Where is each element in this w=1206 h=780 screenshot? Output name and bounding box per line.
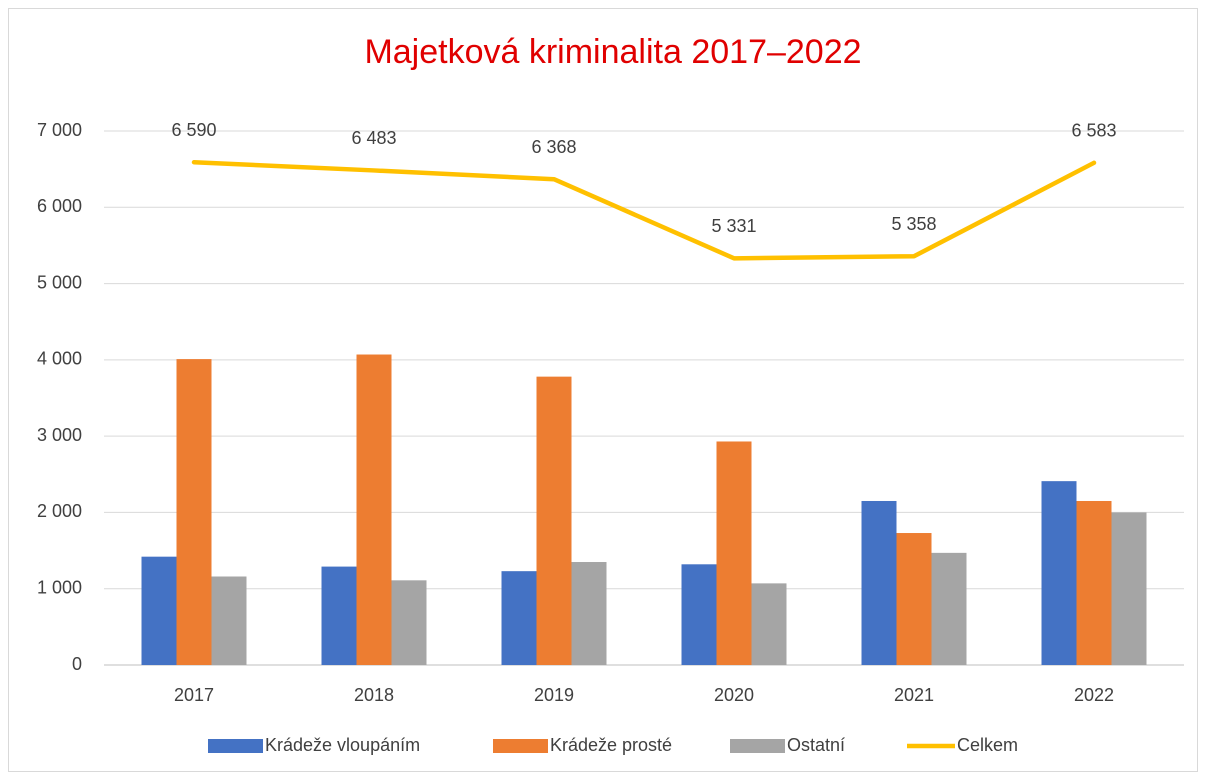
x-tick-label: 2017 xyxy=(174,685,214,705)
legend-label: Ostatní xyxy=(787,735,845,755)
y-tick-label: 2 000 xyxy=(37,501,82,521)
legend-label: Krádeže vloupáním xyxy=(265,735,420,755)
bar xyxy=(896,533,932,665)
line-series xyxy=(191,160,1097,261)
bar xyxy=(501,571,537,665)
chart-title: Majetková kriminalita 2017–2022 xyxy=(364,33,861,71)
data-label: 5 358 xyxy=(891,214,936,234)
legend-swatch xyxy=(208,739,263,753)
legend-swatch xyxy=(730,739,785,753)
bar xyxy=(211,576,247,665)
x-tick-label: 2018 xyxy=(354,685,394,705)
bar xyxy=(1111,512,1147,665)
bar xyxy=(1076,500,1112,665)
bar xyxy=(176,359,212,665)
bar xyxy=(141,556,177,665)
y-tick-label: 4 000 xyxy=(37,349,82,369)
legend-label: Celkem xyxy=(957,735,1018,755)
data-label: 6 590 xyxy=(171,120,216,140)
x-tick-label: 2022 xyxy=(1074,685,1114,705)
legend-swatch xyxy=(493,739,548,753)
bar xyxy=(356,354,392,665)
bar xyxy=(931,552,967,665)
x-tick-label: 2021 xyxy=(894,685,934,705)
bar xyxy=(1041,481,1077,665)
y-tick-label: 0 xyxy=(72,654,82,674)
bar xyxy=(321,566,357,665)
data-label: 6 583 xyxy=(1071,121,1116,141)
y-tick-label: 1 000 xyxy=(37,577,82,597)
data-label: 5 331 xyxy=(711,216,756,236)
y-tick-label: 3 000 xyxy=(37,425,82,445)
bar xyxy=(751,583,787,665)
y-tick-label: 5 000 xyxy=(37,272,82,292)
legend-label: Krádeže prosté xyxy=(550,735,672,755)
bar xyxy=(391,580,427,665)
bar xyxy=(681,564,717,665)
x-tick-label: 2019 xyxy=(534,685,574,705)
x-tick-label: 2020 xyxy=(714,685,754,705)
bar xyxy=(536,376,572,665)
bar xyxy=(716,441,752,665)
bar xyxy=(571,562,607,665)
y-tick-label: 7 000 xyxy=(37,120,82,140)
data-label: 6 483 xyxy=(351,128,396,148)
bar xyxy=(861,500,897,665)
data-label: 6 368 xyxy=(531,137,576,157)
y-tick-label: 6 000 xyxy=(37,196,82,216)
